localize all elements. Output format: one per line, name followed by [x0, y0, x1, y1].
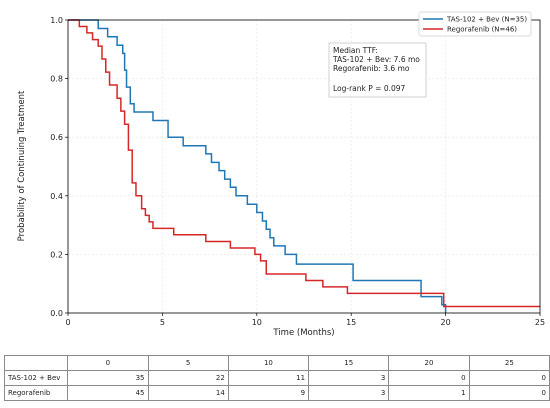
y-tick-label: 0.6	[50, 133, 63, 142]
risk-table-time: 25	[468, 355, 550, 371]
x-tick-label: 25	[535, 318, 545, 327]
x-tick-label: 5	[160, 318, 165, 327]
risk-table-row-label: Regorafenib	[3, 385, 69, 401]
legend: TAS-102 + Bev (N=35) Regorafenib (N=46)	[418, 11, 532, 37]
annotation-box: Median TTF: TAS-102 + Bev: 7.6 mo Regora…	[328, 42, 427, 98]
risk-table-time: 10	[227, 355, 310, 371]
annotation-line: Median TTF:	[333, 46, 378, 55]
annotation-line: Log-rank P = 0.097	[333, 84, 406, 93]
risk-table-cell: 1	[388, 385, 470, 401]
risk-table-cell: 11	[227, 370, 310, 386]
risk-table-time: 0	[67, 355, 149, 371]
risk-table-cell: 0	[468, 385, 550, 401]
risk-table-cell: 22	[147, 370, 229, 386]
risk-table-time: 5	[147, 355, 229, 371]
kaplan-meier-chart: 0 5 10 15 20 25 0.0 0.2 0.4 0.6 0.8 1.0 Time (Mont…	[17, 11, 545, 338]
series-line-regorafenib	[68, 19, 540, 308]
x-tick-labels: 0 5 10 15 20 25	[65, 313, 545, 327]
risk-table-time: 20	[388, 355, 470, 371]
number-at-risk-table: 0 5 10 15 20 25 TAS-102 + Bev 35 22 11 3…	[3, 355, 550, 401]
risk-table-cell: 0	[468, 370, 550, 386]
risk-table-cell: 0	[388, 370, 470, 386]
risk-table-cell: 14	[147, 385, 229, 401]
risk-table-cell: 9	[227, 385, 310, 401]
risk-table-header-row: 0 5 10 15 20 25	[3, 355, 550, 371]
y-tick-label: 1.0	[50, 16, 63, 25]
x-tick-label: 0	[65, 318, 70, 327]
y-tick-label: 0.2	[50, 250, 63, 259]
grid	[67, 19, 541, 314]
y-tick-label: 0.0	[50, 309, 63, 318]
x-axis-label: Time (Months)	[272, 328, 334, 338]
y-tick-labels: 0.0 0.2 0.4 0.6 0.8 1.0	[50, 16, 68, 318]
risk-table-row-label: TAS-102 + Bev	[3, 370, 69, 386]
series-lines	[68, 19, 540, 313]
y-axis-label: Probability of Continuing Treatment	[17, 90, 27, 241]
annotation-line: TAS-102 + Bev: 7.6 mo	[332, 55, 420, 64]
y-tick-label: 0.8	[50, 75, 63, 84]
risk-table-time: 15	[308, 355, 390, 371]
annotation-line: Regorafenib: 3.6 mo	[333, 64, 410, 73]
y-tick-label: 0.4	[50, 192, 63, 201]
legend-label-tas102: TAS-102 + Bev (N=35)	[446, 16, 527, 24]
risk-table-cell: 35	[67, 370, 149, 386]
x-tick-label: 20	[441, 318, 451, 327]
series-line-tas102	[68, 19, 447, 313]
legend-label-regorafenib: Regorafenib (N=46)	[447, 26, 517, 34]
risk-table-cell: 3	[308, 370, 390, 386]
x-tick-label: 15	[346, 318, 356, 327]
risk-table-corner	[3, 355, 69, 371]
risk-table-row-tas102: TAS-102 + Bev 35 22 11 3 0 0	[3, 370, 550, 386]
x-tick-label: 10	[252, 318, 262, 327]
plot-frame	[67, 19, 541, 314]
risk-table-cell: 3	[308, 385, 390, 401]
risk-table-cell: 45	[67, 385, 149, 401]
risk-table-row-regorafenib: Regorafenib 45 14 9 3 1 0	[3, 385, 550, 401]
